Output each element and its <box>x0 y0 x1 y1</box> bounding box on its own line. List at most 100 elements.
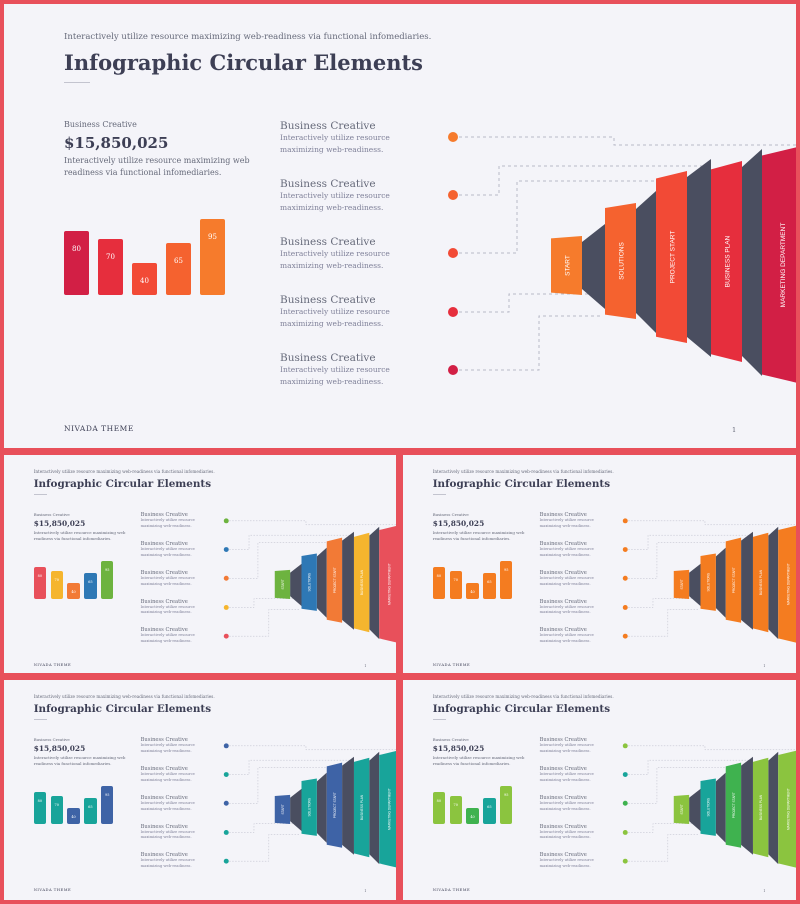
item-dot-icon <box>223 743 229 749</box>
bar-value: 80 <box>436 574 442 579</box>
step-shadow <box>342 531 354 630</box>
item-title: Business Creative <box>140 823 188 830</box>
item-dot-icon <box>223 518 229 524</box>
footer-brand: NIVADA THEME <box>33 662 72 667</box>
stat-amount: $15,850,025 <box>432 744 485 754</box>
list-item: Business Creative Interactively utilize r… <box>141 541 215 559</box>
slide-3[interactable]: Interactively utilize resource maximizin… <box>403 455 796 673</box>
bar: 65 <box>483 573 496 600</box>
step-label: SOLUTIONS <box>707 798 711 817</box>
slide-4[interactable]: Interactively utilize resource maximizin… <box>4 680 396 900</box>
connector-line <box>229 834 301 862</box>
item-title: Business Creative <box>140 766 188 773</box>
item-title: Business Creative <box>539 766 587 773</box>
step-label: SOLUTIONS <box>707 573 711 592</box>
item-dot-icon <box>448 190 458 200</box>
list-item: Business Creative Interactively utilize r… <box>540 824 614 842</box>
slide-title: Infographic Circular Elements <box>33 477 212 490</box>
connector-line <box>628 534 750 550</box>
bar: 65 <box>483 798 496 825</box>
stat-label: Business Creative <box>432 737 469 743</box>
item-text: Interactively utilize resource maximizin… <box>280 191 390 212</box>
slide-2[interactable]: Interactively utilize resource maximizin… <box>4 455 396 673</box>
funnel-step <box>353 532 370 633</box>
step-label: PROJECT START <box>670 231 677 284</box>
item-dot-icon <box>223 575 229 581</box>
connector-line <box>628 834 700 862</box>
connector-line <box>459 293 624 313</box>
connector-line <box>628 609 700 637</box>
connector-line <box>459 136 796 146</box>
bar-value: 70 <box>453 803 458 808</box>
bar-value: 95 <box>208 233 217 241</box>
funnel-graphic: START SOLUTIONS PROJECT START BUSINESS PLAN… <box>223 518 396 643</box>
slide-5[interactable]: Interactively utilize resource maximizin… <box>403 680 796 900</box>
item-dot-icon <box>223 772 229 778</box>
item-title: Business Creative <box>539 512 587 519</box>
bar-value: 65 <box>88 580 93 585</box>
step-label: MARKETING DEPARTMENT <box>780 223 787 308</box>
list-item: Business Creative Interactively utilize r… <box>540 737 614 755</box>
item-title: Business Creative <box>140 852 188 859</box>
connector-line <box>229 767 329 804</box>
item-title: Business Creative <box>539 569 587 576</box>
bar: 40 <box>466 808 479 825</box>
item-dot-icon <box>223 829 229 835</box>
step-label: SOLUTIONS <box>308 798 312 817</box>
step-label: START <box>281 804 285 814</box>
step-label: BUSINESS PLAN <box>759 794 763 820</box>
stat-description: Interactively utilize resource maximizin… <box>33 529 126 541</box>
item-title: Business Creative <box>280 236 376 248</box>
item-dot-icon <box>622 575 628 581</box>
funnel-step <box>551 236 582 295</box>
step-label: PROJECT START <box>732 567 736 593</box>
bar-value: 80 <box>72 245 81 253</box>
step-shadow <box>768 751 779 865</box>
list-item: Business Creative Interactively utilize r… <box>540 570 614 588</box>
item-dot-icon <box>448 365 458 375</box>
bar: 95 <box>101 561 114 600</box>
item-title: Business Creative <box>539 823 587 830</box>
item-dot-icon <box>223 547 229 553</box>
funnel-graphic: START SOLUTIONS PROJECT START BUSINESS PLAN… <box>622 743 796 868</box>
list-item: Business Creative Interactively utilize r… <box>280 294 430 330</box>
item-title: Business Creative <box>280 178 376 190</box>
bar: 40 <box>466 583 479 600</box>
step-shadow <box>582 224 605 309</box>
funnel-step <box>326 762 343 848</box>
footer-brand: NIVADA THEME <box>432 887 471 892</box>
list-item: Business Creative Interactively utilize r… <box>540 627 614 645</box>
funnel-step <box>673 569 690 600</box>
step-shadow <box>316 547 327 618</box>
stat-description: Interactively utilize resource maximizin… <box>432 529 525 541</box>
item-title: Business Creative <box>280 352 376 364</box>
page-number: 1 <box>364 888 367 893</box>
funnel-step <box>274 794 291 825</box>
item-text: Interactively utilize resource maximizin… <box>539 800 594 811</box>
slide-1[interactable]: Interactively utilize resource maximizin… <box>4 4 796 448</box>
list-item: Business Creative Interactively utilize r… <box>280 178 430 214</box>
step-shadow <box>742 149 762 376</box>
item-text: Interactively utilize resource maximizin… <box>140 604 195 615</box>
step-label: SOLUTIONS <box>308 573 312 592</box>
item-title: Business Creative <box>140 541 188 548</box>
item-dot-icon <box>622 800 628 806</box>
slide-top-text: Interactively utilize resource maximizin… <box>432 693 614 699</box>
connector-line <box>229 542 329 579</box>
bar-value: 80 <box>436 799 442 804</box>
connector-line <box>628 759 750 775</box>
bar: 40 <box>67 583 80 600</box>
bar: 65 <box>166 243 191 295</box>
connector-line <box>459 180 659 254</box>
list-item: Business Creative Interactively utilize r… <box>280 352 430 388</box>
funnel-step <box>353 757 370 858</box>
step-label: SOLUTIONS <box>619 242 626 280</box>
bar: 65 <box>84 798 97 825</box>
step-label: PROJECT START <box>333 567 337 593</box>
item-text: Interactively utilize resource maximizin… <box>140 743 195 754</box>
page-number: 1 <box>364 663 367 668</box>
slide-title: Infographic Circular Elements <box>432 702 611 715</box>
item-dot-icon <box>448 307 458 317</box>
item-text: Interactively utilize resource maximizin… <box>280 133 390 154</box>
item-text: Interactively utilize resource maximizin… <box>539 575 594 586</box>
